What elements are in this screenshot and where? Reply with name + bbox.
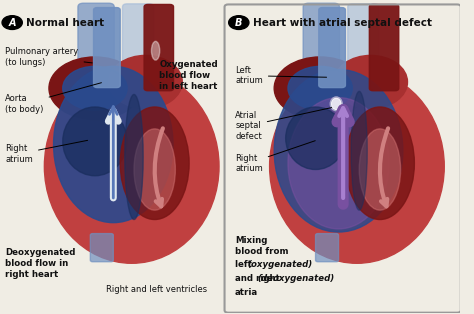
Ellipse shape: [63, 107, 127, 176]
Ellipse shape: [288, 98, 389, 229]
FancyBboxPatch shape: [348, 4, 379, 122]
Text: left: left: [235, 260, 255, 269]
Ellipse shape: [274, 69, 403, 232]
Text: A: A: [9, 18, 16, 28]
Ellipse shape: [134, 129, 175, 210]
Text: (oxygenated): (oxygenated): [247, 260, 312, 269]
Text: Right and left ventricles: Right and left ventricles: [107, 285, 208, 294]
Ellipse shape: [54, 66, 173, 223]
FancyBboxPatch shape: [319, 8, 346, 88]
Text: Normal heart: Normal heart: [26, 18, 104, 28]
Text: Atrial
septal
defect: Atrial septal defect: [235, 108, 332, 141]
Ellipse shape: [286, 107, 346, 170]
Text: Pulmonary artery
(to lungs): Pulmonary artery (to lungs): [5, 47, 92, 67]
Ellipse shape: [331, 98, 341, 110]
Ellipse shape: [152, 41, 160, 60]
Text: B: B: [235, 18, 243, 28]
Circle shape: [228, 16, 249, 30]
Text: Right
atrium: Right atrium: [5, 140, 88, 164]
Ellipse shape: [49, 57, 141, 120]
Text: atria: atria: [235, 289, 258, 297]
FancyBboxPatch shape: [78, 3, 114, 129]
Text: Right
atrium: Right atrium: [235, 141, 315, 173]
FancyBboxPatch shape: [122, 4, 154, 122]
Ellipse shape: [120, 107, 189, 219]
FancyBboxPatch shape: [316, 234, 338, 262]
Ellipse shape: [274, 57, 366, 120]
Text: Oxygenated
blood flow
in left heart: Oxygenated blood flow in left heart: [159, 60, 218, 91]
FancyBboxPatch shape: [369, 4, 399, 91]
Text: and right: and right: [235, 274, 283, 284]
Text: (deoxygenated): (deoxygenated): [258, 274, 335, 284]
FancyBboxPatch shape: [144, 4, 173, 91]
Text: Aorta
(to body): Aorta (to body): [5, 83, 101, 114]
Ellipse shape: [45, 69, 219, 263]
Ellipse shape: [125, 95, 143, 219]
Text: Heart with atrial septal defect: Heart with atrial septal defect: [253, 18, 432, 28]
Ellipse shape: [288, 66, 352, 110]
Ellipse shape: [270, 69, 444, 263]
Ellipse shape: [359, 129, 401, 210]
Circle shape: [2, 16, 22, 30]
FancyBboxPatch shape: [91, 234, 113, 262]
Ellipse shape: [334, 55, 408, 109]
Ellipse shape: [351, 91, 367, 210]
Ellipse shape: [63, 66, 127, 110]
Text: Mixing
blood from: Mixing blood from: [235, 236, 289, 256]
FancyBboxPatch shape: [303, 3, 339, 129]
Ellipse shape: [346, 107, 414, 219]
Text: Left
atrium: Left atrium: [235, 66, 327, 85]
FancyBboxPatch shape: [93, 8, 120, 88]
Text: Deoxygenated
blood flow in
right heart: Deoxygenated blood flow in right heart: [5, 248, 76, 279]
Ellipse shape: [109, 55, 182, 109]
